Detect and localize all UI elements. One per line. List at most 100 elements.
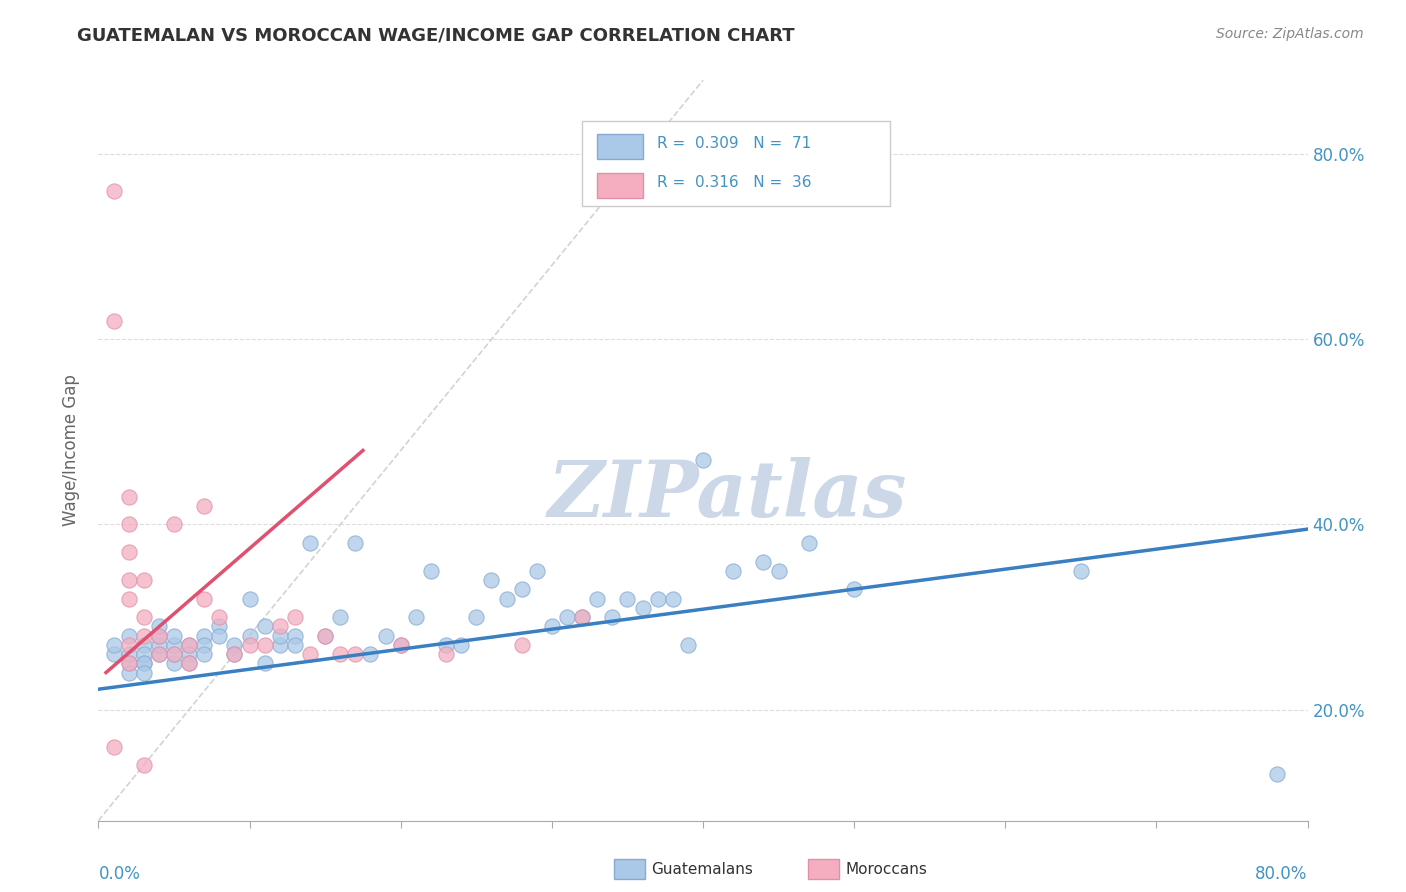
Point <box>481 573 503 587</box>
Point <box>163 647 186 661</box>
Point <box>269 638 291 652</box>
Point <box>314 628 336 642</box>
Text: Moroccans: Moroccans <box>845 863 927 877</box>
Point <box>631 600 654 615</box>
FancyBboxPatch shape <box>582 121 890 206</box>
Point <box>299 647 322 661</box>
Point <box>1267 767 1289 781</box>
Point <box>118 647 141 661</box>
Point <box>299 536 322 550</box>
Point <box>768 564 790 578</box>
Point <box>118 490 141 504</box>
Point <box>253 657 276 671</box>
Point <box>405 610 427 624</box>
Point <box>148 619 170 633</box>
Point <box>179 647 201 661</box>
Point <box>253 619 276 633</box>
Point <box>132 610 155 624</box>
Point <box>132 758 155 772</box>
Point <box>118 665 141 680</box>
Text: 80.0%: 80.0% <box>1256 865 1308 883</box>
Point <box>103 184 125 198</box>
Point <box>284 638 307 652</box>
Text: 0.0%: 0.0% <box>98 865 141 883</box>
Point <box>208 619 231 633</box>
Text: Guatemalans: Guatemalans <box>651 863 752 877</box>
Point <box>495 591 517 606</box>
Point <box>118 591 141 606</box>
Point <box>510 582 533 597</box>
Point <box>163 657 186 671</box>
Point <box>269 619 291 633</box>
Point <box>163 517 186 532</box>
Point <box>540 619 562 633</box>
Point <box>193 638 215 652</box>
Point <box>420 564 443 578</box>
Point <box>103 647 125 661</box>
Point <box>224 647 246 661</box>
Point <box>253 638 276 652</box>
Text: Source: ZipAtlas.com: Source: ZipAtlas.com <box>1216 27 1364 41</box>
Point <box>616 591 638 606</box>
Point <box>148 647 170 661</box>
Point <box>118 638 141 652</box>
Text: GUATEMALAN VS MOROCCAN WAGE/INCOME GAP CORRELATION CHART: GUATEMALAN VS MOROCCAN WAGE/INCOME GAP C… <box>77 27 794 45</box>
Point <box>284 628 307 642</box>
Point <box>163 647 186 661</box>
Point <box>179 657 201 671</box>
Point <box>314 628 336 642</box>
Point <box>844 582 866 597</box>
Point <box>1070 564 1092 578</box>
Point <box>132 665 155 680</box>
Text: ZIPatlas: ZIPatlas <box>547 457 907 533</box>
Point <box>434 638 457 652</box>
Point <box>752 555 775 569</box>
Point <box>647 591 669 606</box>
Y-axis label: Wage/Income Gap: Wage/Income Gap <box>62 375 80 526</box>
Point <box>676 638 699 652</box>
Point <box>132 657 155 671</box>
Point <box>132 573 155 587</box>
Point <box>434 647 457 661</box>
Point <box>661 591 683 606</box>
Point <box>148 628 170 642</box>
Point <box>389 638 412 652</box>
Point <box>193 591 215 606</box>
Point <box>555 610 578 624</box>
Text: R =  0.316   N =  36: R = 0.316 N = 36 <box>657 175 811 190</box>
Point <box>179 638 201 652</box>
Point <box>118 517 141 532</box>
Point <box>692 452 714 467</box>
Text: R =  0.309   N =  71: R = 0.309 N = 71 <box>657 136 811 152</box>
Point <box>571 610 593 624</box>
Point <box>526 564 548 578</box>
Point <box>148 638 170 652</box>
Point <box>148 647 170 661</box>
Point <box>269 628 291 642</box>
Point <box>103 638 125 652</box>
Point <box>465 610 488 624</box>
Bar <box>596 135 643 160</box>
Point <box>118 657 141 671</box>
Point <box>797 536 820 550</box>
Point <box>602 610 624 624</box>
Point <box>132 628 155 642</box>
Point <box>329 647 352 661</box>
Point <box>239 638 262 652</box>
Point <box>571 610 593 624</box>
Point <box>103 739 125 754</box>
Point <box>179 657 201 671</box>
Point <box>510 638 533 652</box>
Point <box>450 638 472 652</box>
Bar <box>596 173 643 198</box>
Point <box>284 610 307 624</box>
Point <box>224 638 246 652</box>
Point <box>239 628 262 642</box>
Point <box>208 628 231 642</box>
Point <box>329 610 352 624</box>
Point <box>118 657 141 671</box>
Point <box>118 628 141 642</box>
Point <box>239 591 262 606</box>
Point <box>344 647 367 661</box>
Point <box>118 545 141 559</box>
